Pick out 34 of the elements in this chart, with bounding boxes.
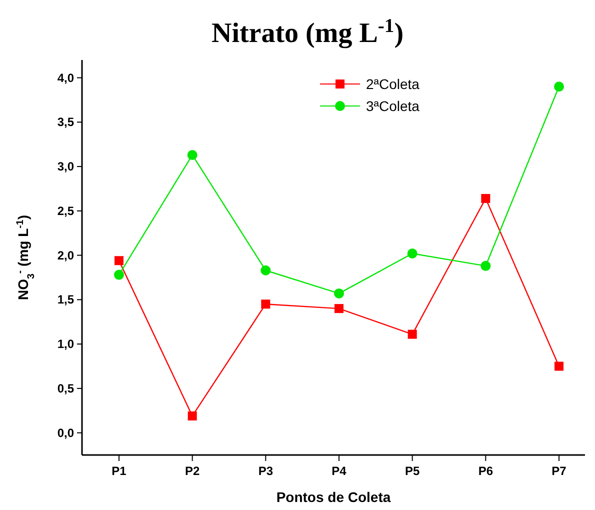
legend-label: 3ªColeta <box>366 98 420 114</box>
point <box>334 304 344 314</box>
x-tick-label: P5 <box>404 464 420 478</box>
x-tick-label: P4 <box>332 464 347 478</box>
x-axis-title: Pontos de Coleta <box>276 489 391 505</box>
y-tick-label: 1,5 <box>57 292 74 307</box>
point <box>480 260 491 271</box>
x-tick-label: P3 <box>258 464 274 478</box>
point <box>408 330 417 339</box>
point <box>114 256 124 266</box>
point <box>260 265 271 276</box>
x-tick-label: P7 <box>552 464 567 478</box>
x-tick-label: P2 <box>184 464 200 478</box>
point <box>114 270 124 280</box>
y-tick-label: 3,0 <box>57 160 74 174</box>
y-tick-label: 2,5 <box>57 204 74 218</box>
y-tick-label: 2,0 <box>57 248 74 262</box>
point <box>554 82 564 92</box>
y-tick-label: 0,5 <box>57 381 74 396</box>
x-tick-label: P1 <box>112 464 127 478</box>
y-tick-label: 3,5 <box>57 115 74 130</box>
point <box>334 288 344 298</box>
x-tick-label: P6 <box>478 464 494 478</box>
chart-title: Nitrato (mg L$^{-1}$) <box>211 16 404 49</box>
legend-label: 2ªColeta <box>366 76 420 92</box>
point <box>261 300 270 309</box>
y-tick-label: 1,0 <box>57 337 74 352</box>
point <box>187 150 198 160</box>
point <box>554 362 564 371</box>
y-tick-label: 4,0 <box>57 70 74 85</box>
point <box>481 194 490 203</box>
point <box>188 411 197 420</box>
y-tick-label: 0,0 <box>57 426 74 440</box>
point <box>407 248 418 259</box>
